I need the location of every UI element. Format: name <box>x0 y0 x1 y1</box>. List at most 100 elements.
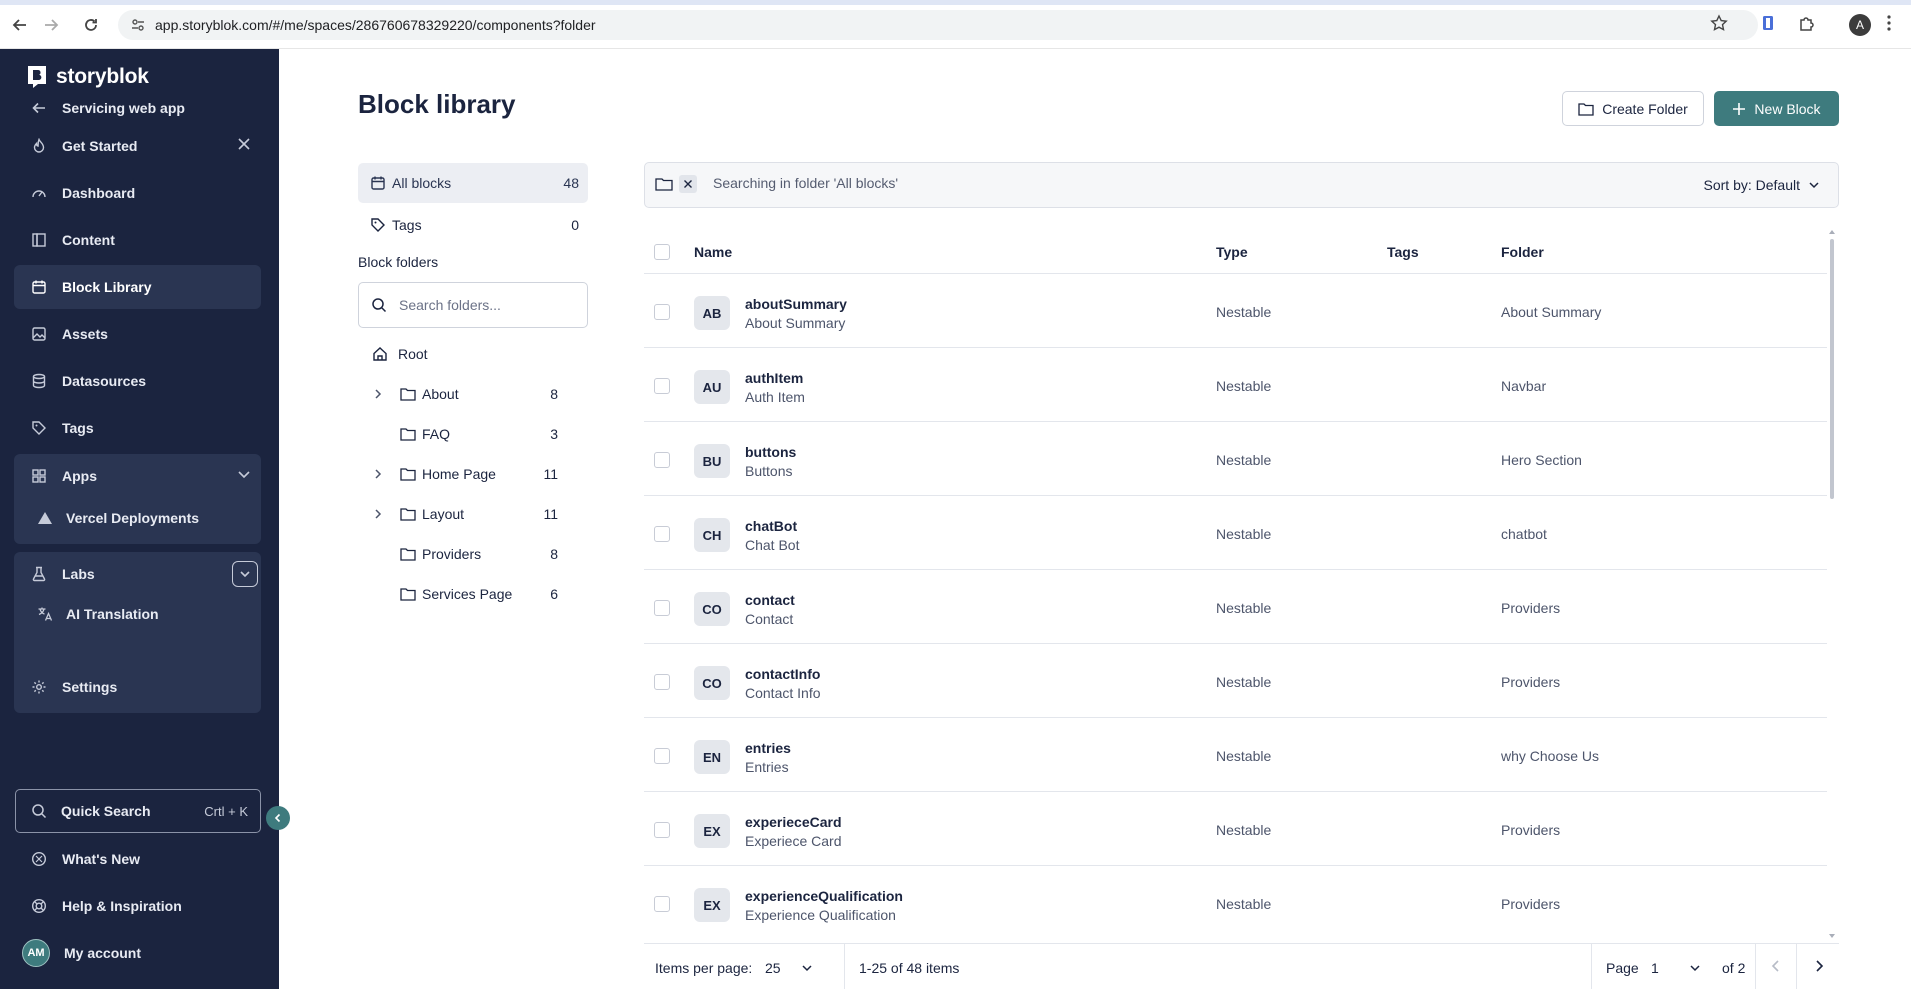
folder-root[interactable]: Root <box>358 339 588 369</box>
chevron-down-icon[interactable] <box>237 467 251 481</box>
table-row[interactable]: EX experieceCard Experiece Card Nestable… <box>644 792 1827 866</box>
block-technical-name[interactable]: buttons <box>745 444 797 460</box>
block-folders-heading: Block folders <box>358 254 439 270</box>
sidebar-item-my-account[interactable]: AM My account <box>14 931 261 975</box>
row-checkbox[interactable] <box>654 748 670 764</box>
table-scrollbar[interactable] <box>1829 229 1835 939</box>
sidebar-item-label: Tags <box>62 420 94 436</box>
block-technical-name[interactable]: experieceCard <box>745 814 842 830</box>
sidebar-item-settings[interactable]: Settings <box>14 665 261 709</box>
chevron-right-icon[interactable] <box>372 468 384 480</box>
storyblok-logo[interactable]: storyblok <box>26 65 149 89</box>
scroll-up-icon[interactable] <box>1829 229 1835 235</box>
row-checkbox[interactable] <box>654 600 670 616</box>
sidebar-item-tags[interactable]: Tags <box>14 406 261 450</box>
sidebar-collapse-button[interactable] <box>266 806 290 830</box>
row-checkbox[interactable] <box>654 526 670 542</box>
column-name[interactable]: Name <box>694 244 733 260</box>
address-url[interactable]: app.storyblok.com/#/me/spaces/2867606783… <box>155 17 596 33</box>
labs-group <box>14 552 261 713</box>
forward-arrow-icon[interactable] <box>40 14 62 36</box>
site-settings-icon[interactable] <box>130 17 146 33</box>
table-row[interactable]: CH chatBot Chat Bot Nestable chatbot <box>644 496 1827 570</box>
folder-search-input[interactable] <box>399 297 579 313</box>
table-row[interactable]: CO contact Contact Nestable Providers <box>644 570 1827 644</box>
folder-row[interactable]: Services Page 6 <box>358 579 588 609</box>
back-arrow-icon[interactable] <box>9 14 31 36</box>
row-checkbox[interactable] <box>654 304 670 320</box>
sidebar-item-get-started[interactable]: Get Started <box>14 124 261 168</box>
create-folder-button[interactable]: Create Folder <box>1562 91 1704 126</box>
sidebar-item-vercel-deployments[interactable]: Vercel Deployments <box>14 500 261 536</box>
chevron-right-icon[interactable] <box>372 388 384 400</box>
quick-search-button[interactable]: Quick Search Crtl + K <box>15 789 261 833</box>
filter-tags[interactable]: Tags 0 <box>358 205 588 245</box>
row-checkbox[interactable] <box>654 896 670 912</box>
bookmark-star-icon[interactable] <box>1710 14 1728 32</box>
folder-row[interactable]: FAQ 3 <box>358 419 588 449</box>
sidebar-item-assets[interactable]: Assets <box>14 312 261 356</box>
block-technical-name[interactable]: contactInfo <box>745 666 821 682</box>
prev-page-icon[interactable] <box>1769 959 1783 973</box>
chevron-right-icon[interactable] <box>372 508 384 520</box>
address-bar[interactable]: app.storyblok.com/#/me/spaces/2867606783… <box>118 10 1758 40</box>
block-type: Nestable <box>1216 452 1272 468</box>
sidebar-item-dashboard[interactable]: Dashboard <box>14 171 261 215</box>
block-technical-name[interactable]: entries <box>745 740 791 756</box>
page-select[interactable]: 1 <box>1651 960 1701 976</box>
new-block-button[interactable]: New Block <box>1714 91 1839 126</box>
scroll-down-icon[interactable] <box>1829 933 1835 939</box>
block-search-input[interactable] <box>713 175 1313 191</box>
kebab-menu-icon[interactable] <box>1886 14 1892 32</box>
block-technical-name[interactable]: experienceQualification <box>745 888 903 904</box>
row-checkbox[interactable] <box>654 674 670 690</box>
reload-icon[interactable] <box>80 14 102 36</box>
table-row[interactable]: AB aboutSummary About Summary Nestable A… <box>644 274 1827 348</box>
sidebar-item-help[interactable]: Help & Inspiration <box>14 884 261 928</box>
folder-search-box[interactable] <box>358 282 588 328</box>
sidebar-item-whats-new[interactable]: What's New <box>14 837 261 881</box>
table-row[interactable]: CO contactInfo Contact Info Nestable Pro… <box>644 644 1827 718</box>
select-all-checkbox[interactable] <box>654 244 670 260</box>
sidebar-item-apps[interactable]: Apps <box>14 454 261 498</box>
sidebar-item-ai-translation[interactable]: AI Translation <box>14 596 261 632</box>
block-technical-name[interactable]: authItem <box>745 370 804 386</box>
extension-icon[interactable] <box>1760 14 1778 32</box>
table-row[interactable]: EX experienceQualification Experience Qu… <box>644 866 1827 939</box>
sidebar-item-label: Apps <box>62 468 97 484</box>
folder-row[interactable]: Providers 8 <box>358 539 588 569</box>
block-technical-name[interactable]: contact <box>745 592 795 608</box>
column-type[interactable]: Type <box>1216 244 1248 260</box>
folder-row[interactable]: About 8 <box>358 379 588 409</box>
back-to-space[interactable]: Servicing web app <box>14 86 261 130</box>
block-technical-name[interactable]: chatBot <box>745 518 798 534</box>
sidebar-item-content[interactable]: Content <box>14 218 261 262</box>
block-technical-name[interactable]: aboutSummary <box>745 296 847 312</box>
folder-row[interactable]: Layout 11 <box>358 499 588 529</box>
folder-row[interactable]: Home Page 11 <box>358 459 588 489</box>
sidebar-item-datasources[interactable]: Datasources <box>14 359 261 403</box>
scrollbar-thumb[interactable] <box>1830 239 1834 499</box>
sort-dropdown[interactable]: Sort by: Default <box>1704 177 1821 193</box>
table-row[interactable]: EN entries Entries Nestable why Choose U… <box>644 718 1827 792</box>
row-checkbox[interactable] <box>654 452 670 468</box>
row-checkbox[interactable] <box>654 378 670 394</box>
table-row[interactable]: AU authItem Auth Item Nestable Navbar <box>644 348 1827 422</box>
next-page-icon[interactable] <box>1812 959 1826 973</box>
puzzle-icon[interactable] <box>1798 14 1816 32</box>
sidebar-item-label: Dashboard <box>62 185 136 201</box>
sidebar-item-labs[interactable]: Labs <box>14 552 261 596</box>
column-tags[interactable]: Tags <box>1387 244 1419 260</box>
table-row[interactable]: BU buttons Buttons Nestable Hero Section <box>644 422 1827 496</box>
sidebar-item-block-library[interactable]: Block Library <box>14 265 261 309</box>
close-icon[interactable] <box>237 137 251 151</box>
labs-collapse-toggle[interactable] <box>232 561 258 587</box>
items-per-page-select[interactable]: 25 <box>765 960 813 976</box>
clear-filter-icon[interactable] <box>679 175 697 193</box>
filter-all-blocks[interactable]: All blocks 48 <box>358 163 588 203</box>
column-folder[interactable]: Folder <box>1501 244 1544 260</box>
profile-avatar[interactable]: A <box>1849 14 1871 36</box>
apps-group <box>14 454 261 544</box>
row-checkbox[interactable] <box>654 822 670 838</box>
arrow-left-icon <box>30 99 48 117</box>
